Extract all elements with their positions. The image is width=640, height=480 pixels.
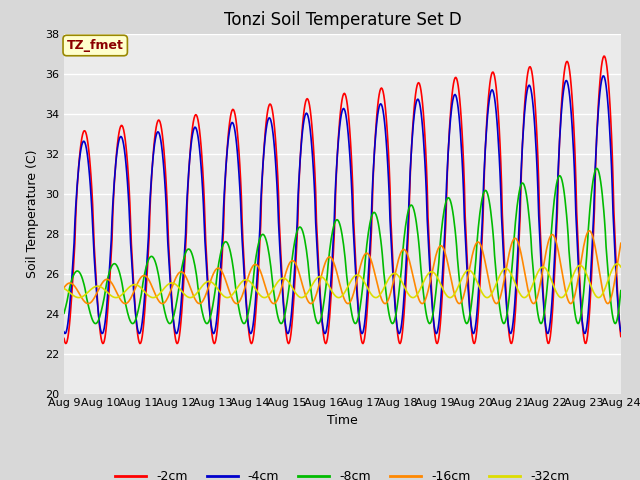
-4cm bbox=[70, 240, 78, 246]
-32cm bbox=[428, 269, 435, 275]
-2cm bbox=[214, 326, 221, 332]
Title: Tonzi Soil Temperature Set D: Tonzi Soil Temperature Set D bbox=[223, 11, 461, 29]
-8cm bbox=[214, 270, 221, 276]
-2cm bbox=[127, 241, 135, 247]
-32cm bbox=[70, 293, 78, 299]
-16cm bbox=[585, 228, 593, 234]
-8cm bbox=[593, 166, 600, 171]
Line: -32cm: -32cm bbox=[64, 264, 621, 298]
-4cm bbox=[127, 253, 135, 259]
-8cm bbox=[410, 207, 418, 213]
Line: -2cm: -2cm bbox=[64, 56, 621, 344]
-16cm bbox=[411, 282, 419, 288]
Line: -4cm: -4cm bbox=[64, 76, 621, 334]
-2cm bbox=[60, 336, 68, 341]
-16cm bbox=[127, 294, 135, 300]
Legend: -2cm, -4cm, -8cm, -16cm, -32cm: -2cm, -4cm, -8cm, -16cm, -32cm bbox=[110, 465, 575, 480]
-16cm bbox=[185, 280, 193, 286]
-32cm bbox=[127, 283, 135, 288]
-32cm bbox=[617, 264, 625, 270]
-8cm bbox=[127, 320, 135, 326]
-8cm bbox=[60, 311, 68, 316]
-16cm bbox=[60, 285, 68, 290]
-4cm bbox=[321, 331, 329, 336]
-16cm bbox=[70, 283, 78, 288]
Text: TZ_fmet: TZ_fmet bbox=[67, 39, 124, 52]
-2cm bbox=[600, 53, 607, 59]
-4cm bbox=[617, 328, 625, 334]
-32cm bbox=[184, 294, 192, 300]
-2cm bbox=[617, 334, 625, 339]
-2cm bbox=[411, 98, 419, 104]
Line: -16cm: -16cm bbox=[64, 231, 621, 303]
-8cm bbox=[184, 246, 192, 252]
-4cm bbox=[600, 73, 607, 79]
-2cm bbox=[184, 185, 192, 191]
-8cm bbox=[500, 321, 508, 326]
-32cm bbox=[186, 295, 194, 300]
-2cm bbox=[428, 279, 435, 285]
-2cm bbox=[285, 341, 292, 347]
-32cm bbox=[60, 286, 68, 291]
-4cm bbox=[214, 311, 221, 316]
-16cm bbox=[428, 274, 435, 280]
-16cm bbox=[214, 265, 222, 271]
-2cm bbox=[70, 254, 78, 260]
-32cm bbox=[214, 287, 222, 292]
X-axis label: Time: Time bbox=[327, 414, 358, 427]
-16cm bbox=[617, 240, 625, 246]
Line: -8cm: -8cm bbox=[64, 168, 621, 324]
-32cm bbox=[613, 261, 621, 267]
-4cm bbox=[428, 287, 435, 293]
-8cm bbox=[426, 320, 434, 326]
Y-axis label: Soil Temperature (C): Soil Temperature (C) bbox=[26, 149, 39, 278]
-16cm bbox=[159, 300, 166, 306]
-32cm bbox=[411, 294, 419, 300]
-8cm bbox=[70, 271, 78, 277]
-4cm bbox=[60, 329, 68, 335]
-8cm bbox=[617, 288, 625, 293]
-4cm bbox=[184, 180, 192, 186]
-4cm bbox=[411, 108, 419, 113]
